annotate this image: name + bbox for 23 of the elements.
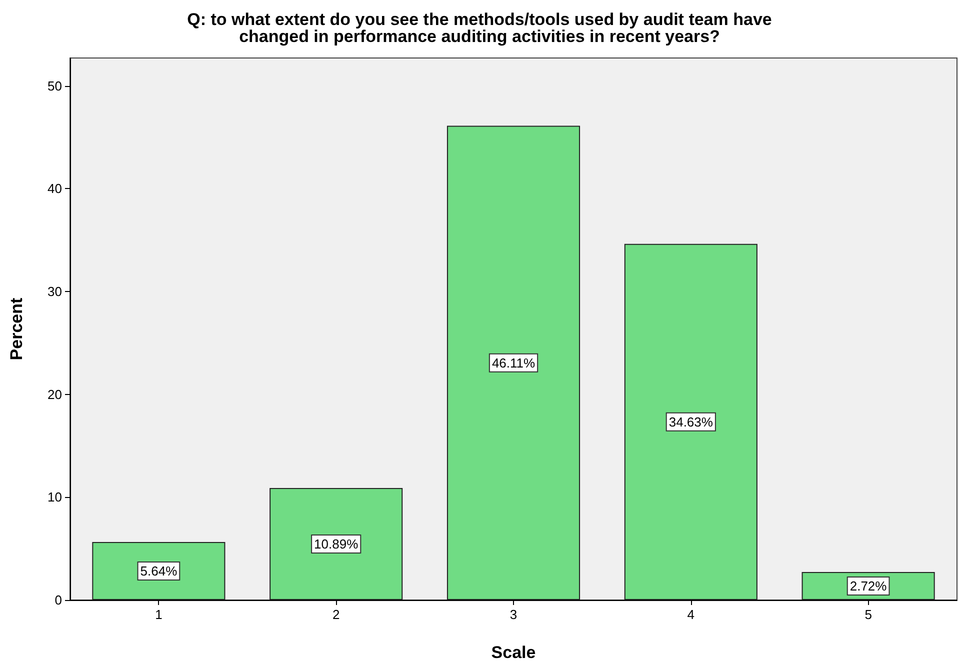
x-tick-label: 4 <box>687 607 695 622</box>
y-axis-title: Percent <box>7 297 26 360</box>
y-tick-label: 20 <box>48 386 62 402</box>
data-label: 34.63% <box>668 414 714 430</box>
y-tick-label: 0 <box>54 592 62 608</box>
data-label: 10.89% <box>314 536 359 552</box>
y-tick-label: 30 <box>48 284 62 299</box>
x-tick-label: 2 <box>332 607 340 622</box>
x-tick-label: 1 <box>155 607 162 622</box>
data-label: 46.11% <box>492 355 536 370</box>
y-tick-label: 40 <box>48 181 62 196</box>
bar <box>270 488 403 600</box>
x-axis-title: Scale <box>491 643 536 662</box>
x-tick-label: 3 <box>510 607 518 622</box>
y-tick-label: 50 <box>48 78 62 94</box>
data-label: 5.64% <box>140 563 178 578</box>
bar <box>624 244 758 600</box>
bar <box>446 126 580 600</box>
y-tick-label: 10 <box>48 490 62 505</box>
chart-title: Q: to what extent do you see the methods/tools used by audit team have changed in performance auditing activities in recent years? <box>187 10 772 46</box>
bar <box>92 542 226 600</box>
data-label: 2.72% <box>850 578 888 594</box>
x-tick-label: 5 <box>864 607 872 622</box>
